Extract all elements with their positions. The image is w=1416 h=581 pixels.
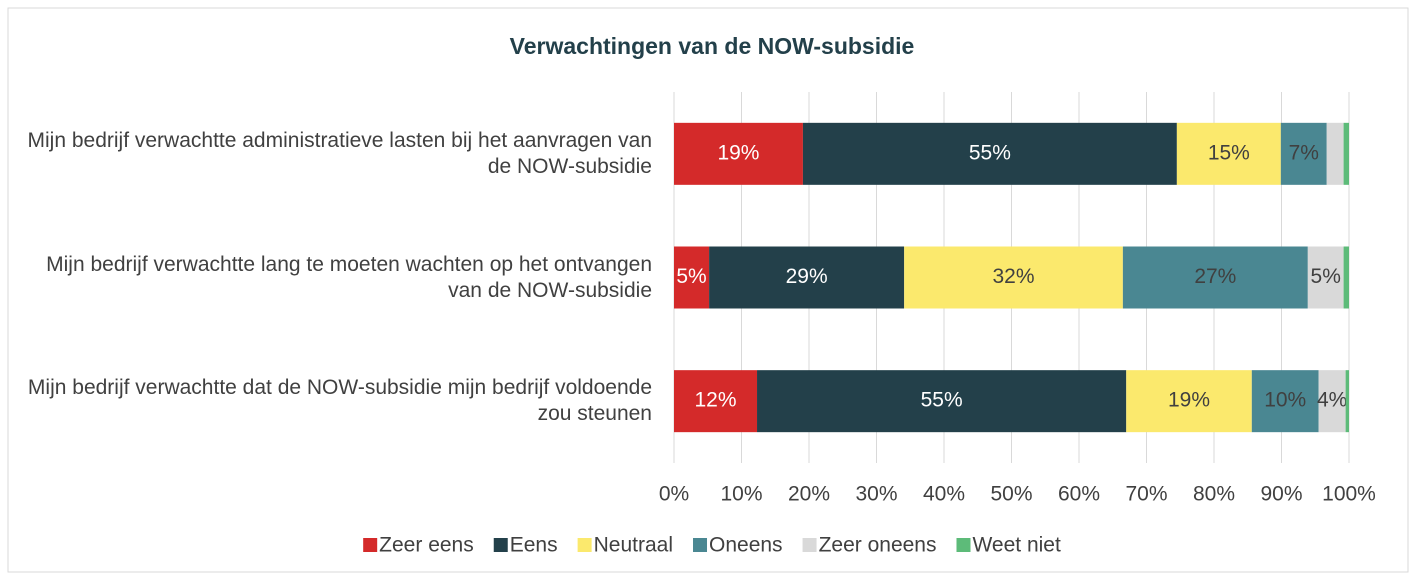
bar-segment (674, 122, 803, 185)
category-label: Mijn bedrijf verwachtte dat de NOW-subsi… (27, 376, 652, 426)
data-label: 15% (1208, 141, 1250, 164)
bar-segment (1326, 122, 1344, 185)
x-tick-label: 20% (788, 483, 830, 506)
x-tick-label: 30% (855, 483, 897, 506)
legend: Zeer eens Eens Neutraal Oneens Zeer oneens We… (363, 534, 1061, 557)
x-tick-label: 0% (659, 483, 689, 506)
bar-segment (674, 370, 758, 433)
bar-segment (757, 370, 1127, 433)
x-tick-label: 40% (923, 483, 965, 506)
bar-segment (1307, 246, 1344, 309)
data-label: 7% (1289, 141, 1319, 164)
bar-segment (1176, 122, 1281, 185)
x-tick-label: 60% (1058, 483, 1100, 506)
bar-segment (1122, 246, 1308, 309)
legend-label: Oneens (709, 534, 783, 557)
bar-segment (1318, 370, 1346, 433)
data-label: 19% (1168, 389, 1210, 412)
x-tick-label: 90% (1260, 483, 1302, 506)
bar-segment (1345, 370, 1349, 433)
bar-segment (674, 246, 710, 309)
legend-label: Zeer oneens (819, 534, 937, 557)
bar-segment (1251, 370, 1319, 433)
data-label: 10% (1264, 389, 1306, 412)
bar-segment (1280, 122, 1327, 185)
data-label: 55% (969, 141, 1011, 164)
x-tick-label: 80% (1193, 483, 1235, 506)
data-label: 27% (1194, 265, 1236, 288)
legend-label: Zeer eens (379, 534, 474, 557)
data-label: 55% (921, 389, 963, 412)
category-label: Mijn bedrijf verwachtte administratieve … (27, 128, 653, 178)
legend-swatch (493, 538, 508, 552)
bar-segment (1343, 122, 1349, 185)
data-label: 5% (1311, 265, 1341, 288)
legend-swatch (956, 538, 971, 552)
x-tick-label: 10% (720, 483, 762, 506)
data-label: 12% (694, 389, 736, 412)
x-tick-label: 100% (1322, 483, 1376, 506)
bar-segment (709, 246, 905, 309)
data-label: 19% (717, 141, 759, 164)
data-label: 32% (993, 265, 1035, 288)
legend-swatch (802, 538, 817, 552)
data-label: 4% (1317, 389, 1347, 412)
category-label: Mijn bedrijf verwachtte lang te moeten w… (46, 252, 652, 302)
bar-segment (802, 122, 1177, 185)
legend-label: Weet niet (972, 534, 1060, 557)
data-label: 29% (786, 265, 828, 288)
x-tick-label: 70% (1125, 483, 1167, 506)
legend-label: Eens (510, 534, 558, 557)
legend-swatch (693, 538, 708, 552)
legend-swatch (363, 538, 378, 552)
legend-label: Neutraal (594, 534, 673, 557)
chart-title: Verwachtingen van de NOW-subsidie (510, 33, 915, 59)
bar-segment (1126, 370, 1252, 433)
legend-swatch (577, 538, 592, 552)
bar-segment (1343, 246, 1349, 309)
bar-segment (904, 246, 1123, 309)
x-tick-label: 50% (990, 483, 1032, 506)
data-label: 5% (676, 265, 706, 288)
